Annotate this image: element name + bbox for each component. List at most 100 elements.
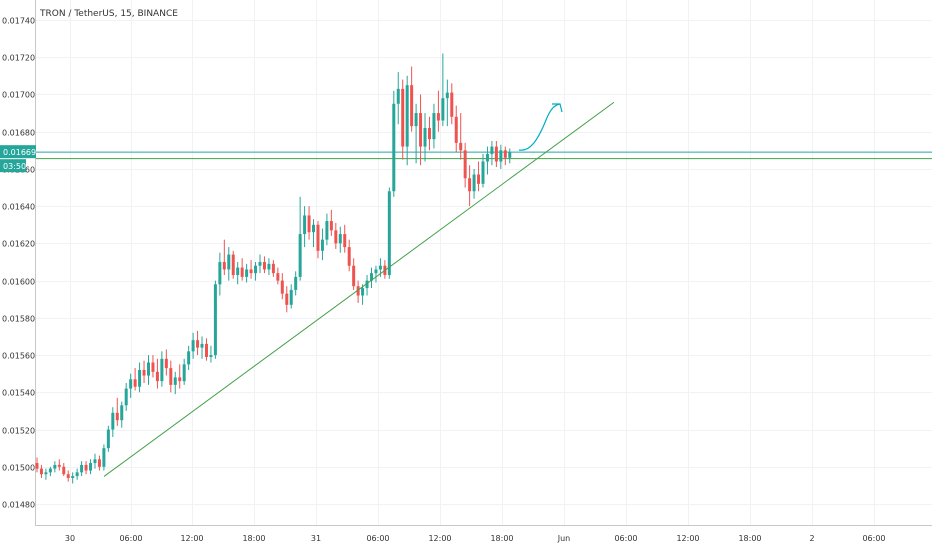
candle-body xyxy=(370,273,373,281)
price-tick-label: 0.01480 xyxy=(2,501,35,510)
candles xyxy=(35,53,512,484)
time-tick-label: Jun xyxy=(557,534,571,543)
candle-body xyxy=(182,364,186,382)
candle-body xyxy=(120,405,124,421)
candle-body xyxy=(441,98,445,121)
candle-body xyxy=(276,273,280,281)
candle-body xyxy=(62,466,66,475)
candle-body xyxy=(343,234,347,248)
candle-body xyxy=(499,150,503,162)
candle-body xyxy=(472,174,476,192)
candle-body xyxy=(271,263,275,274)
price-tick-label: 0.01620 xyxy=(2,240,35,249)
candle-body xyxy=(303,215,307,235)
time-tick-label: 06:00 xyxy=(366,534,389,543)
candle-body xyxy=(71,476,75,478)
candle-body xyxy=(249,269,253,274)
candle-body xyxy=(419,113,423,147)
candle-body xyxy=(294,276,298,290)
candle-body xyxy=(316,224,320,251)
candle-body xyxy=(84,464,88,471)
candle-body xyxy=(338,234,342,244)
countdown-badge xyxy=(0,159,26,173)
candle-body xyxy=(245,269,249,277)
price-tick-label: 0.01500 xyxy=(2,464,35,473)
candle-body xyxy=(187,351,191,365)
price-tick-label: 0.01560 xyxy=(2,352,35,361)
candle-body xyxy=(254,265,258,274)
candle-body xyxy=(106,429,110,449)
candle-body xyxy=(454,116,458,143)
time-tick-label: 12:00 xyxy=(676,534,699,543)
candle-body xyxy=(477,174,481,184)
candle-body xyxy=(164,358,168,369)
candle-body xyxy=(396,88,400,104)
candle-body xyxy=(365,280,369,289)
candle-body xyxy=(129,379,133,389)
candle-body xyxy=(209,355,213,357)
candle-body xyxy=(57,464,61,467)
candle-body xyxy=(405,85,409,147)
candle-body xyxy=(191,340,195,352)
candle-body xyxy=(200,343,204,348)
candle-body xyxy=(80,464,84,473)
candle-body xyxy=(267,263,271,270)
candle-body xyxy=(347,247,351,266)
candle-body xyxy=(111,412,115,430)
candle-body xyxy=(378,265,382,270)
candle-body xyxy=(468,178,472,192)
time-axis[interactable]: 30 06:00 12:00 18:00 31 06:00 12:00 18:00 Jun 06:… xyxy=(65,534,886,543)
candle-body xyxy=(218,262,222,285)
price-tick-label: 0.01640 xyxy=(2,203,35,212)
candle-body xyxy=(262,262,266,270)
candle-body xyxy=(459,142,463,151)
candle-body xyxy=(485,154,489,162)
last-price-label: 0.01669 xyxy=(3,148,36,157)
candle-body xyxy=(44,472,48,475)
price-tick-label: 0.01540 xyxy=(2,389,35,398)
horizontal-lines[interactable] xyxy=(36,151,932,160)
price-tick-label: 0.01600 xyxy=(2,278,35,287)
price-tick-label: 0.01680 xyxy=(2,129,35,138)
time-tick-label: 18:00 xyxy=(242,534,265,543)
candle-body xyxy=(89,463,93,471)
candle-body xyxy=(329,221,333,231)
candle-body xyxy=(508,152,512,158)
candle-body xyxy=(231,254,235,276)
candle-body xyxy=(427,127,431,140)
candle-body xyxy=(204,343,208,357)
time-tick-label: 06:00 xyxy=(862,534,885,543)
candle-body xyxy=(414,113,418,127)
candle-body xyxy=(258,262,262,266)
price-axis[interactable]: 0.01480 0.01500 0.01520 0.01540 0.01560 0.015… xyxy=(2,17,35,510)
chart-title: TRON / TetherUS, 15, BINANCE xyxy=(39,9,178,19)
candle-body xyxy=(450,92,454,117)
arrow-head-icon xyxy=(552,103,563,113)
time-tick-label: 12:00 xyxy=(180,534,203,543)
price-badges: 0.01669 03:50 xyxy=(0,145,36,173)
candle-body xyxy=(53,464,57,469)
price-tick-label: 0.01580 xyxy=(2,315,35,324)
candle-body xyxy=(213,284,217,356)
candle-body xyxy=(320,239,324,251)
candle-body xyxy=(227,254,231,270)
drawings[interactable] xyxy=(103,101,615,477)
candle-body xyxy=(151,362,155,372)
candle-body xyxy=(160,358,164,382)
candle-body xyxy=(115,412,119,421)
last-price-badge xyxy=(0,145,36,159)
candle-body xyxy=(392,103,396,192)
candle-body xyxy=(155,371,159,382)
candle-body xyxy=(35,463,39,469)
price-tick-label: 0.01520 xyxy=(2,427,35,436)
candle-body xyxy=(97,459,101,467)
candle-body xyxy=(289,289,293,305)
time-tick-label: 06:00 xyxy=(614,534,637,543)
candle-body xyxy=(178,377,182,382)
candle-body xyxy=(503,150,507,158)
candle-body xyxy=(481,161,485,184)
candle-body xyxy=(102,448,106,467)
trendline xyxy=(103,101,615,477)
